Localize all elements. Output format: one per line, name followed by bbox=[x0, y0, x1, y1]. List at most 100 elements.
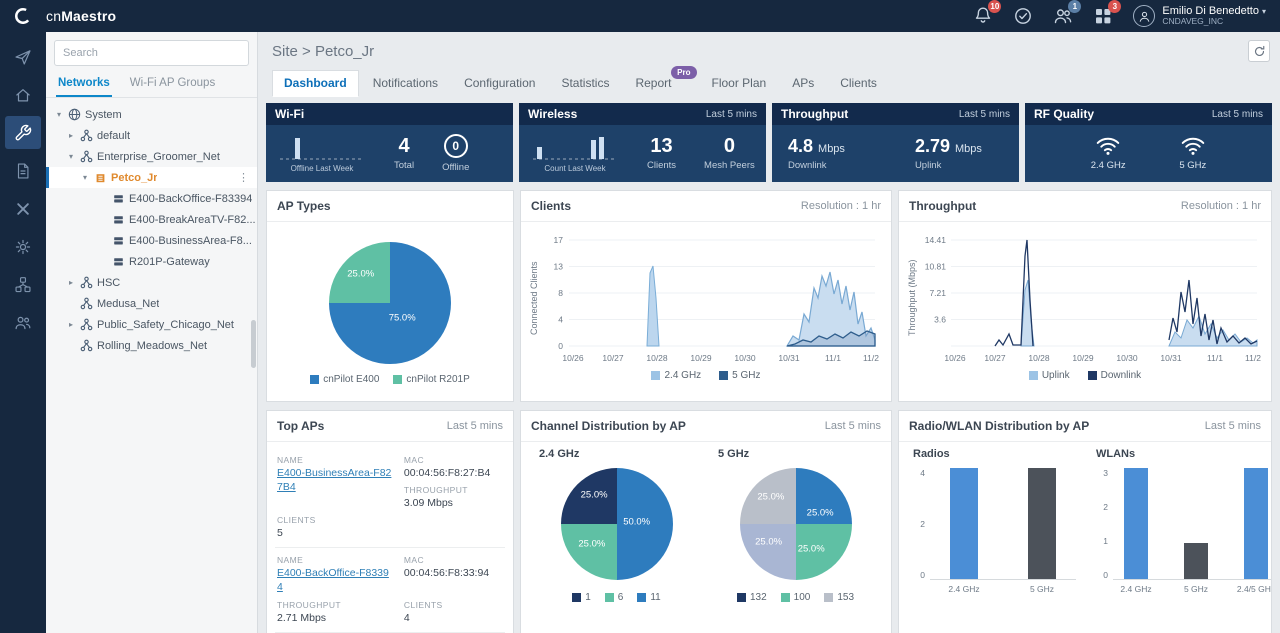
tree-item-ap-r201p-gateway[interactable]: R201P-Gateway bbox=[46, 251, 257, 272]
rail-item-monitor[interactable] bbox=[5, 78, 41, 111]
tree-item-medusa-net[interactable]: Medusa_Net bbox=[46, 293, 257, 314]
ap-clients: 5 bbox=[277, 527, 283, 539]
tree-item-enterprise-groomer-net[interactable]: ▾ Enterprise_Groomer_Net bbox=[46, 146, 257, 167]
legend-swatch bbox=[651, 371, 661, 380]
legend-item: 132 bbox=[736, 592, 767, 603]
tab-report[interactable]: Report Pro bbox=[623, 66, 697, 97]
legend-swatch bbox=[780, 593, 790, 602]
group-title: Radios bbox=[913, 448, 950, 460]
tree-item-public-safety-chicago-net[interactable]: ▸ Public_Safety_Chicago_Net bbox=[46, 314, 257, 335]
y-tick-labels: 14.41 10.81 7.21 3.6 bbox=[925, 235, 947, 325]
card-range: Last 5 mins bbox=[824, 420, 881, 432]
tree-item-ap-e400-breakareatv[interactable]: E400-BreakAreaTV-F82... bbox=[46, 209, 257, 230]
rail-item-reports[interactable] bbox=[5, 154, 41, 187]
series-24ghz-area bbox=[785, 271, 876, 347]
card-title: Top APs bbox=[277, 419, 325, 433]
kebab-menu-icon[interactable]: ⋮ bbox=[238, 172, 249, 184]
bar-24-5ghz bbox=[1244, 468, 1268, 580]
sessions-button[interactable]: 1 bbox=[1053, 0, 1082, 26]
rail-item-configuration[interactable] bbox=[5, 116, 41, 149]
charts-row-2: Top APs Last 5 mins NAME E400-BusinessAr… bbox=[258, 402, 1280, 633]
kpi-title: RF Quality bbox=[1034, 107, 1095, 121]
card-title: Clients bbox=[531, 199, 572, 213]
legend-swatch bbox=[736, 593, 746, 602]
tree-item-label: E400-BackOffice-F83394 bbox=[129, 192, 253, 205]
card-title: AP Types bbox=[277, 199, 331, 213]
ap-name-link[interactable]: E400-BusinessArea-F827B4 bbox=[277, 467, 392, 493]
tab-configuration[interactable]: Configuration bbox=[464, 76, 536, 90]
x-tick-labels: 10/26 10/27 10/28 10/29 10/30 10/31 11/1… bbox=[944, 353, 1261, 363]
y-tick-labels: 17 13 8 4 0 bbox=[554, 235, 564, 351]
rail-item-users[interactable] bbox=[5, 306, 41, 339]
kpi-card-throughput: Throughput Last 5 mins 4.8 Mbps Downlink … bbox=[772, 103, 1019, 182]
caret-down-icon[interactable]: ▾ bbox=[82, 173, 87, 182]
y-axis-label: Connected Clients bbox=[529, 261, 539, 335]
user-menu[interactable]: Emilio Di Benedetto ▾ CNDAVEG_INC bbox=[1133, 5, 1266, 27]
legend-swatch bbox=[1028, 371, 1038, 380]
rail-item-services[interactable] bbox=[5, 192, 41, 225]
refresh-icon bbox=[1254, 45, 1264, 56]
sidebar-tab-wifi-ap-groups[interactable]: Wi-Fi AP Groups bbox=[129, 77, 216, 89]
tree-item-system[interactable]: ▾ System bbox=[46, 104, 257, 125]
legend-item: 6 bbox=[604, 592, 623, 603]
tree-item-hsc[interactable]: ▸ HSC bbox=[46, 272, 257, 293]
tree-item-rolling-meadows-net[interactable]: Rolling_Meadows_Net bbox=[46, 335, 257, 356]
x-tick-label: 2.4 GHz bbox=[948, 584, 980, 594]
sidebar-search-input[interactable] bbox=[54, 40, 249, 66]
alarms-button[interactable]: 10 bbox=[973, 0, 1002, 26]
ap-throughput: 3.09 Mbps bbox=[403, 497, 453, 509]
sidebar-scrollbar-thumb[interactable] bbox=[251, 320, 256, 368]
ap-throughput: 2.71 Mbps bbox=[277, 612, 327, 625]
pie-label: 50.0% bbox=[623, 516, 651, 528]
caret-right-icon[interactable]: ▸ bbox=[68, 131, 73, 140]
network-nodes-icon bbox=[80, 297, 93, 310]
pie-label: 25.0% bbox=[757, 491, 785, 503]
legend-swatch bbox=[824, 593, 834, 602]
modules-icon bbox=[15, 276, 31, 292]
tab-aps[interactable]: APs bbox=[792, 76, 815, 90]
access-point-icon bbox=[114, 258, 123, 266]
tab-notifications[interactable]: Notifications bbox=[372, 76, 439, 90]
svg-text:14.41: 14.41 bbox=[925, 235, 947, 245]
tree-item-ap-e400-businessarea[interactable]: E400-BusinessArea-F8... bbox=[46, 230, 257, 251]
svg-text:11/2: 11/2 bbox=[863, 353, 879, 363]
field-label: MAC bbox=[403, 555, 424, 565]
tree-item-default[interactable]: ▸ default bbox=[46, 125, 257, 146]
tree-item-label: E400-BreakAreaTV-F82... bbox=[129, 213, 256, 226]
x-axis-line bbox=[1113, 579, 1271, 580]
caret-right-icon[interactable]: ▸ bbox=[68, 278, 73, 287]
bar-5ghz bbox=[1184, 542, 1208, 580]
sidebar-tab-networks[interactable]: Networks bbox=[56, 70, 112, 97]
legend-swatch bbox=[393, 375, 403, 384]
tab-statistics[interactable]: Statistics bbox=[561, 76, 610, 90]
rf-band-5ghz: 5 GHz bbox=[1179, 136, 1206, 171]
tab-clients[interactable]: Clients bbox=[840, 76, 877, 90]
tree-item-label: System bbox=[85, 108, 122, 121]
caret-down-icon[interactable]: ▾ bbox=[68, 152, 73, 161]
nav-rail bbox=[0, 32, 46, 633]
operations-button[interactable]: 3 bbox=[1093, 0, 1122, 26]
caret-right-icon[interactable]: ▸ bbox=[68, 320, 73, 329]
tab-dashboard[interactable]: Dashboard bbox=[272, 70, 359, 97]
clients-legend: 2.4 GHz 5 GHz bbox=[529, 370, 883, 381]
refresh-button[interactable] bbox=[1248, 40, 1270, 62]
tree-item-ap-e400-backoffice[interactable]: E400-BackOffice-F83394 bbox=[46, 188, 257, 209]
radios-bar-chart: 4 2 0 2.4 GHz bbox=[907, 468, 1080, 595]
card-title: Throughput bbox=[909, 199, 977, 213]
sparkline-label: Offline Last Week bbox=[290, 164, 354, 173]
ap-name-link[interactable]: E400-BackOffice-F83394 bbox=[277, 567, 389, 593]
tab-floor-plan[interactable]: Floor Plan bbox=[711, 76, 767, 90]
kpi-metric-uplink: 2.79 Mbps Uplink bbox=[915, 136, 982, 171]
x-tick-label: 2.4 GHz bbox=[1120, 584, 1152, 594]
tree-item-petco-jr[interactable]: ▾ Petco_Jr ⋮ bbox=[46, 167, 257, 188]
series-5ghz-area bbox=[786, 330, 876, 347]
brand-prefix: cn bbox=[46, 8, 62, 24]
rail-item-network-services[interactable] bbox=[5, 268, 41, 301]
kpi-title: Wireless bbox=[528, 107, 578, 121]
caret-down-icon[interactable]: ▾ bbox=[56, 110, 61, 119]
status-button[interactable] bbox=[1013, 6, 1033, 26]
rail-item-administration[interactable] bbox=[5, 230, 41, 263]
pie-label: 25.0% bbox=[806, 507, 834, 519]
bar-5ghz bbox=[1028, 468, 1056, 580]
rail-item-quicklinks[interactable] bbox=[5, 40, 41, 73]
